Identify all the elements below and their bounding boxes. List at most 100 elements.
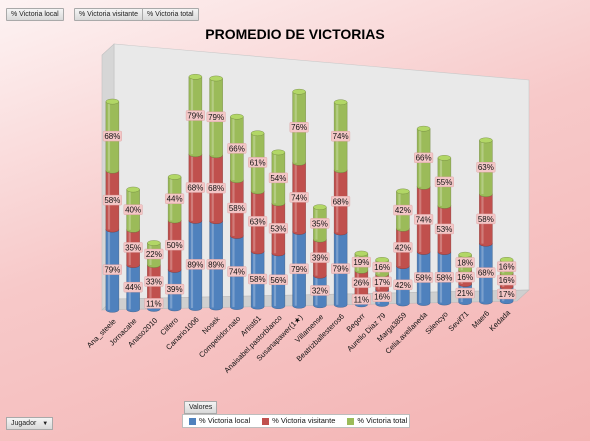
data-label-bg-local-begorr xyxy=(351,294,371,305)
data-label-total-sevif71: 18% xyxy=(457,258,473,267)
data-label-total-marga3859: 42% xyxy=(395,206,411,215)
data-label-visitante-aurelio-diaz-79: 17% xyxy=(374,278,390,287)
data-label-visitante-begorr: 26% xyxy=(353,279,369,288)
data-label-bg-visitante-silencyo xyxy=(434,223,454,235)
data-label-bg-total-maer6 xyxy=(476,162,496,173)
data-label-bg-visitante-artist61 xyxy=(248,216,268,227)
data-label-bg-local-clifero xyxy=(165,283,185,295)
data-label-total-susanapawer-1-: 76% xyxy=(291,123,307,132)
legend-item-visitante: % Victoria visitante xyxy=(262,415,335,427)
data-label-visitante-villamense: 39% xyxy=(312,254,328,263)
legend-swatch-total xyxy=(347,417,355,425)
data-label-bg-local-maer6 xyxy=(476,267,496,278)
data-label-bg-local-sevif71 xyxy=(455,287,475,299)
data-label-bg-local-anaso2010 xyxy=(144,298,164,309)
legend-swatch-visitante xyxy=(262,417,270,425)
data-label-bg-total-aurelio-diaz-79 xyxy=(372,261,392,273)
data-label-local-villamense: 32% xyxy=(312,286,328,295)
data-label-bg-total-competidor-nato xyxy=(227,143,247,154)
data-label-bg-local-beatrizballesteros6 xyxy=(331,263,351,274)
data-label-bg-total-jornacahe xyxy=(123,204,143,215)
data-label-bg-visitante-begorr xyxy=(351,277,371,288)
category-label-sevif71: Sevif71 xyxy=(446,309,470,333)
data-label-bg-total-anaso2010 xyxy=(144,248,164,260)
data-label-visitante-nosek: 68% xyxy=(208,184,224,193)
data-label-visitante-kedada: 16% xyxy=(499,276,515,285)
data-label-bg-total-marga3859 xyxy=(393,204,413,216)
data-label-bg-total-artist61 xyxy=(248,157,268,168)
data-label-local-celia-avellaneda: 58% xyxy=(416,273,432,282)
chart-title: PROMEDIO DE VICTORIAS xyxy=(205,26,385,42)
category-label-kedada: Kedada xyxy=(487,308,512,333)
data-label-bg-local-nosek xyxy=(206,259,226,270)
data-label-visitante-marga3859: 42% xyxy=(395,243,411,252)
data-label-bg-local-villamense xyxy=(310,285,330,296)
data-label-visitante-anaso2010: 33% xyxy=(146,277,162,286)
data-label-visitante-silencyo: 53% xyxy=(436,225,452,234)
data-label-total-beatrizballesteros6: 74% xyxy=(333,132,349,141)
data-label-bg-total-ana-steele xyxy=(102,130,122,142)
dropdown-arrow-icon[interactable]: ▼ xyxy=(42,421,49,427)
legend-label-visitante: % Victoria visitante xyxy=(272,416,336,425)
chart-legend: % Victoria local % Victoria visitante % … xyxy=(182,414,410,428)
data-label-total-celia-avellaneda: 66% xyxy=(416,154,432,163)
data-label-visitante-beatrizballesteros6: 68% xyxy=(333,197,349,206)
data-label-bg-visitante-nosek xyxy=(206,182,226,194)
data-label-local-sevif71: 21% xyxy=(457,289,473,298)
data-label-bg-total-beatrizballesteros6 xyxy=(331,130,351,142)
data-label-total-canario1006: 79% xyxy=(187,112,203,121)
data-label-visitante-anaisabel-pastorblanco: 53% xyxy=(270,224,286,233)
data-label-visitante-ana-steele: 58% xyxy=(104,196,120,205)
data-label-bg-local-aurelio-diaz-79 xyxy=(372,291,392,302)
data-label-bg-local-ana-steele xyxy=(102,264,122,275)
category-label-silencyo: Silencyo xyxy=(423,310,449,336)
data-label-local-anaso2010: 11% xyxy=(146,299,161,308)
data-label-bg-visitante-villamense xyxy=(310,252,330,263)
data-label-local-nosek: 89% xyxy=(208,260,224,269)
data-label-local-anaisabel-pastorblanco: 56% xyxy=(270,276,286,285)
data-label-bg-local-celia-avellaneda xyxy=(414,272,434,283)
data-label-bg-visitante-jornacahe xyxy=(123,242,143,253)
data-label-bg-visitante-anaisabel-pastorblanco xyxy=(268,223,288,234)
data-label-total-anaisabel-pastorblanco: 54% xyxy=(270,174,286,183)
data-label-visitante-clifero: 50% xyxy=(167,241,183,250)
data-label-bg-visitante-canario1006 xyxy=(185,182,205,193)
data-label-visitante-jornacahe: 35% xyxy=(125,243,141,252)
data-label-bg-total-sevif71 xyxy=(455,257,475,268)
data-label-total-ana-steele: 68% xyxy=(104,132,120,141)
data-label-bg-visitante-competidor-nato xyxy=(227,202,247,214)
data-label-bg-local-silencyo xyxy=(434,272,454,283)
data-label-visitante-maer6: 58% xyxy=(478,215,494,224)
data-label-bg-local-canario1006 xyxy=(185,259,205,270)
data-label-local-canario1006: 89% xyxy=(187,260,203,269)
data-label-bg-local-anaisabel-pastorblanco xyxy=(268,274,288,285)
data-label-local-begorr: 11% xyxy=(354,295,369,304)
field-button-victoria-total[interactable]: % Victoria total xyxy=(142,8,199,21)
data-label-bg-total-anaisabel-pastorblanco xyxy=(268,172,288,184)
data-label-total-maer6: 63% xyxy=(478,163,494,172)
data-label-local-competidor-nato: 74% xyxy=(229,267,245,276)
axis-field-button-jugador[interactable]: Jugador ▼ xyxy=(6,417,54,430)
data-label-local-maer6: 68% xyxy=(478,269,494,278)
data-label-bg-visitante-maer6 xyxy=(476,213,496,225)
data-label-visitante-sevif71: 16% xyxy=(457,273,473,282)
data-label-bg-total-begorr xyxy=(351,256,371,268)
data-label-total-begorr: 19% xyxy=(353,258,369,267)
field-button-victoria-local[interactable]: % Victoria local xyxy=(6,8,64,21)
data-label-bg-total-nosek xyxy=(206,111,226,123)
data-label-bg-visitante-susanapawer-1- xyxy=(289,192,309,203)
data-label-local-silencyo: 58% xyxy=(436,273,452,282)
data-label-bg-total-susanapawer-1- xyxy=(289,122,309,133)
data-label-local-beatrizballesteros6: 79% xyxy=(333,265,349,274)
data-label-total-competidor-nato: 66% xyxy=(229,144,245,153)
values-field-button[interactable]: Valores xyxy=(184,401,218,414)
legend-label-local: % Victoria local xyxy=(199,416,251,425)
data-label-bg-visitante-aurelio-diaz-79 xyxy=(372,276,392,288)
data-label-total-aurelio-diaz-79: 16% xyxy=(374,263,390,272)
data-label-bg-local-susanapawer-1- xyxy=(289,263,309,275)
data-label-bg-visitante-beatrizballesteros6 xyxy=(331,196,351,207)
data-label-bg-visitante-celia-avellaneda xyxy=(414,214,434,225)
data-label-bg-local-kedada xyxy=(497,288,517,300)
data-label-visitante-celia-avellaneda: 74% xyxy=(416,215,432,224)
